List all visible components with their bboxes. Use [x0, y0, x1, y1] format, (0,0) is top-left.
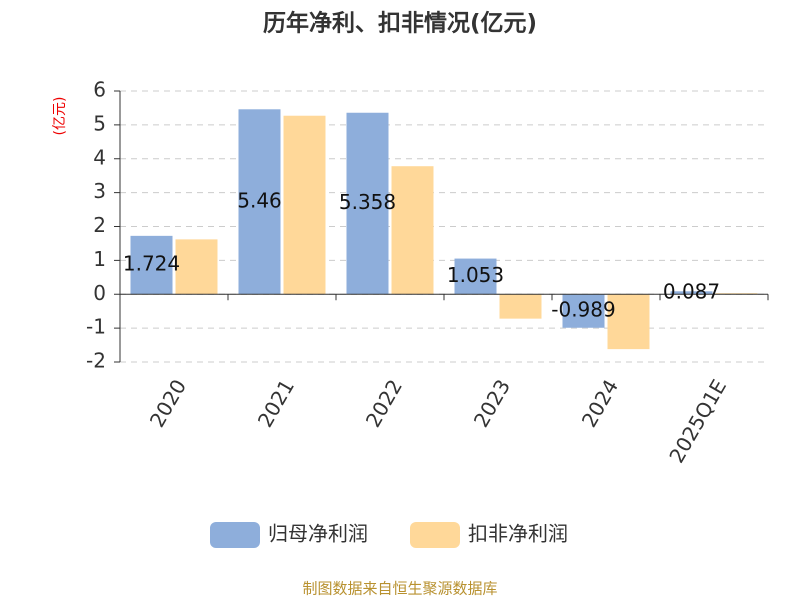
bar — [238, 109, 281, 295]
source-note: 制图数据来自恒生聚源数据库 — [302, 580, 497, 598]
bar — [715, 293, 758, 295]
x-tick-label: 2022 — [361, 375, 407, 431]
legend-swatch — [410, 522, 460, 548]
bar — [607, 294, 650, 350]
legend-label: 归母净利润 — [268, 522, 368, 546]
bar — [175, 239, 218, 295]
x-tick-label: 2020 — [145, 375, 191, 431]
data-label: 0.087 — [663, 279, 720, 303]
bar — [499, 294, 542, 319]
bar — [283, 115, 326, 295]
bar — [454, 258, 497, 295]
y-axis-label: (亿元) — [52, 97, 68, 136]
x-tick-label: 2021 — [253, 375, 299, 431]
bar — [130, 235, 173, 295]
legend-label: 扣非净利润 — [468, 522, 568, 546]
bar — [346, 112, 389, 295]
y-tick-label: 6 — [93, 78, 106, 102]
data-label: 5.358 — [339, 190, 396, 214]
y-tick-label: -1 — [86, 315, 106, 339]
y-tick-label: 2 — [93, 213, 106, 237]
x-tick-label: 2024 — [577, 375, 623, 431]
chart-title: 历年净利、扣非情况(亿元) — [263, 10, 537, 37]
y-tick-label: 5 — [93, 111, 106, 135]
y-tick-label: 4 — [93, 145, 106, 169]
data-label: 1.724 — [123, 252, 180, 276]
y-tick-label: 3 — [93, 179, 106, 203]
data-label: 5.46 — [237, 188, 282, 212]
y-tick-label: 0 — [93, 281, 106, 305]
y-tick-label: 1 — [93, 247, 106, 271]
x-tick-label: 2025Q1E — [664, 375, 731, 467]
data-label: 1.053 — [447, 263, 504, 287]
y-tick-label: -2 — [86, 349, 106, 373]
legend-swatch — [210, 522, 260, 548]
data-label: -0.989 — [551, 298, 615, 322]
bar — [391, 166, 434, 295]
x-tick-label: 2023 — [469, 375, 515, 431]
bar — [562, 294, 605, 328]
bar — [670, 291, 713, 295]
